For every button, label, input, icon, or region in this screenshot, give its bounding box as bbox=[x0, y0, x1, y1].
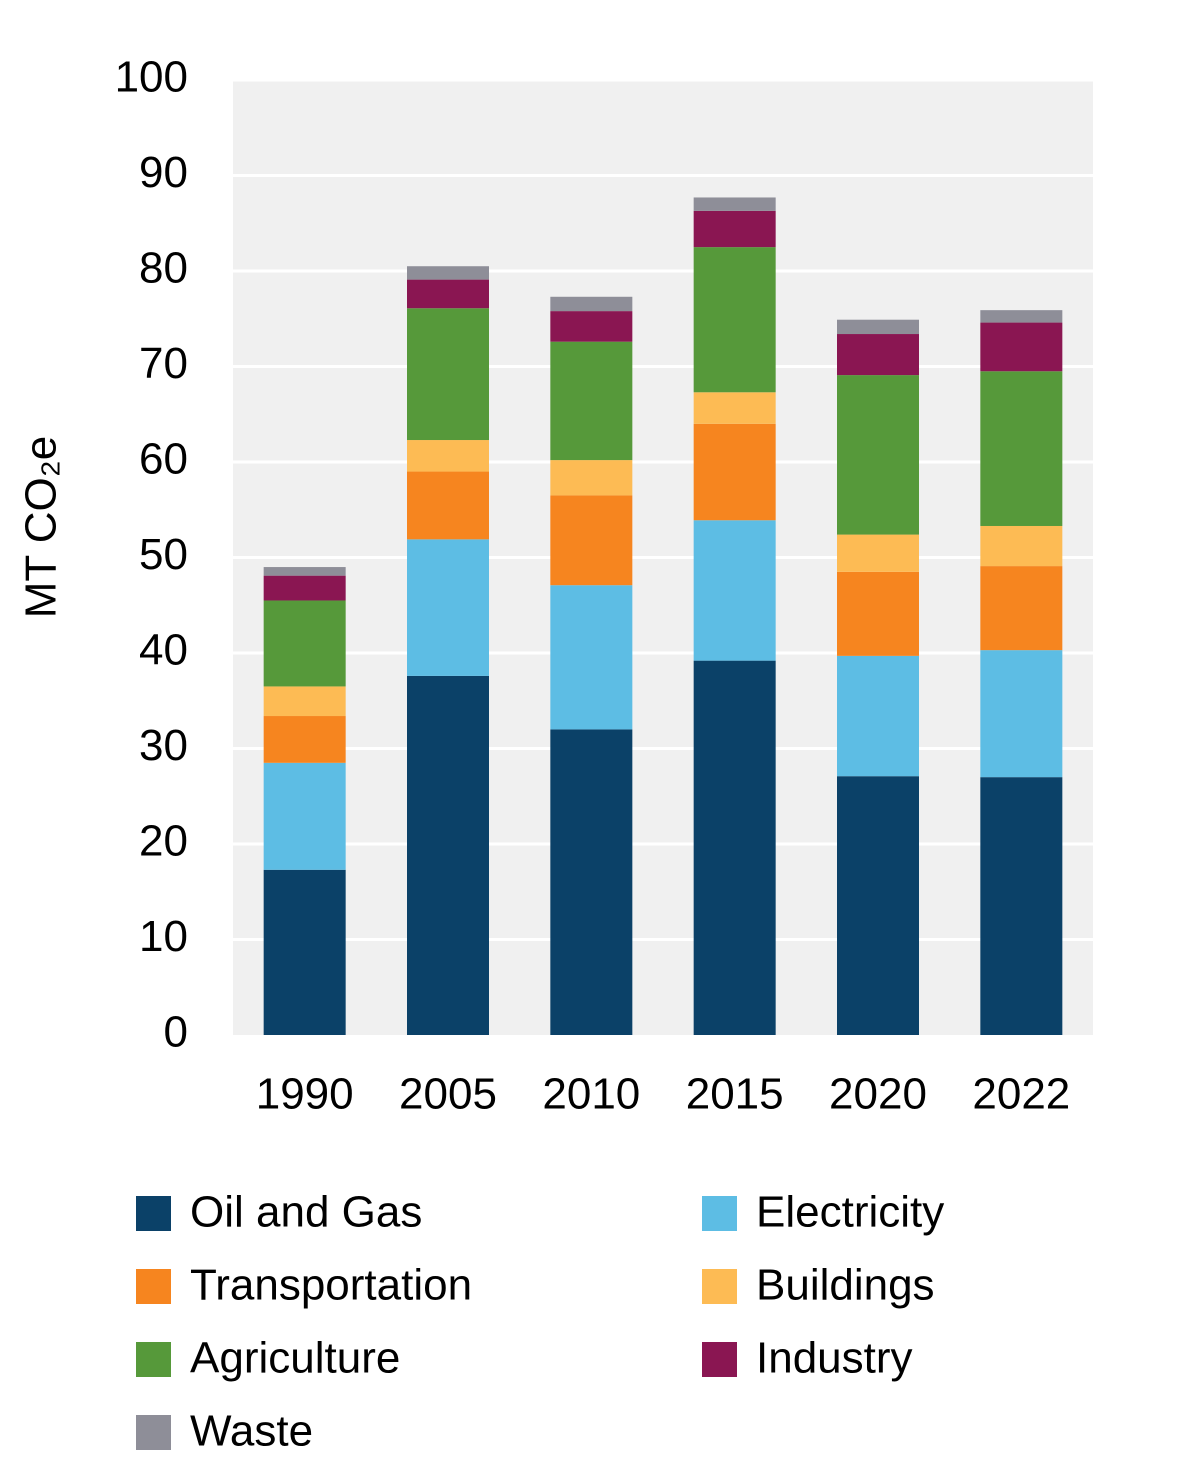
legend-swatch bbox=[136, 1342, 171, 1377]
bar-segment bbox=[693, 197, 776, 211]
bar-segment bbox=[550, 585, 633, 730]
legend-swatch bbox=[136, 1415, 171, 1450]
y-tick-label: 50 bbox=[139, 530, 188, 579]
legend-label: Transportation bbox=[190, 1261, 472, 1310]
y-tick-label: 100 bbox=[115, 53, 188, 102]
bar-segment bbox=[550, 341, 633, 461]
bar-segment bbox=[263, 869, 346, 1035]
bar-segment bbox=[407, 440, 489, 472]
x-tick-label: 2010 bbox=[542, 1070, 640, 1119]
y-tick-label: 90 bbox=[139, 148, 188, 197]
legend-label: Electricity bbox=[756, 1188, 944, 1237]
bar-segment bbox=[693, 247, 776, 393]
bar-segment bbox=[263, 600, 346, 687]
bar-segment bbox=[550, 460, 633, 496]
x-tick-label: 2020 bbox=[829, 1070, 927, 1119]
y-tick-label: 0 bbox=[164, 1008, 188, 1057]
bar-segment bbox=[837, 655, 919, 777]
legend-swatch bbox=[136, 1269, 171, 1304]
bar-segment bbox=[407, 279, 489, 309]
legend-label: Oil and Gas bbox=[190, 1188, 422, 1237]
bar-segment bbox=[980, 310, 1063, 323]
bar-segment bbox=[263, 686, 346, 717]
bar-segment bbox=[263, 716, 346, 763]
bar-segment bbox=[693, 210, 776, 248]
legend-label: Agriculture bbox=[190, 1334, 400, 1383]
bar-segment bbox=[837, 534, 919, 572]
bar-segment bbox=[693, 660, 776, 1035]
x-tick-label: 2015 bbox=[686, 1070, 784, 1119]
bar-segment bbox=[693, 423, 776, 521]
bar-segment bbox=[407, 675, 489, 1035]
legend-label: Industry bbox=[756, 1334, 913, 1383]
legend-swatch bbox=[702, 1269, 737, 1304]
bar-segment bbox=[263, 762, 346, 870]
legend-label: Waste bbox=[190, 1407, 313, 1456]
y-tick-label: 40 bbox=[139, 626, 188, 675]
bar-segment bbox=[837, 334, 919, 376]
y-tick-label: 80 bbox=[139, 244, 188, 293]
y-axis-label: MT CO₂e bbox=[17, 436, 66, 619]
bar-segment bbox=[693, 392, 776, 424]
legend-swatch bbox=[136, 1196, 171, 1231]
bar-segment bbox=[980, 777, 1063, 1035]
bar-segment bbox=[980, 322, 1063, 372]
bar-segment bbox=[693, 520, 776, 661]
bar-segment bbox=[407, 539, 489, 676]
y-tick-label: 70 bbox=[139, 339, 188, 388]
y-tick-label: 10 bbox=[139, 912, 188, 961]
y-tick-label: 60 bbox=[139, 435, 188, 484]
y-tick-label: 20 bbox=[139, 817, 188, 866]
bar-segment bbox=[980, 371, 1063, 526]
bar-segment bbox=[837, 319, 919, 335]
x-tick-label: 2022 bbox=[972, 1070, 1070, 1119]
bar-segment bbox=[837, 375, 919, 535]
bar-segment bbox=[407, 471, 489, 540]
legend-label: Buildings bbox=[756, 1261, 935, 1310]
bar-segment bbox=[263, 567, 346, 576]
bar-segment bbox=[837, 571, 919, 656]
bar-segment bbox=[550, 311, 633, 342]
y-tick-label: 30 bbox=[139, 721, 188, 770]
bar-segment bbox=[837, 776, 919, 1035]
bar-segment bbox=[980, 525, 1063, 567]
bar-segment bbox=[980, 650, 1063, 778]
bar-segment bbox=[550, 729, 633, 1035]
bar-segment bbox=[407, 308, 489, 441]
bar-segment bbox=[550, 495, 633, 586]
bar-segment bbox=[407, 266, 489, 280]
bar-segment bbox=[263, 575, 346, 601]
legend-swatch bbox=[702, 1196, 737, 1231]
bar-segment bbox=[550, 296, 633, 312]
bar-segment bbox=[980, 566, 1063, 651]
legend-swatch bbox=[702, 1342, 737, 1377]
x-tick-label: 1990 bbox=[256, 1070, 354, 1119]
x-tick-label: 2005 bbox=[399, 1070, 497, 1119]
